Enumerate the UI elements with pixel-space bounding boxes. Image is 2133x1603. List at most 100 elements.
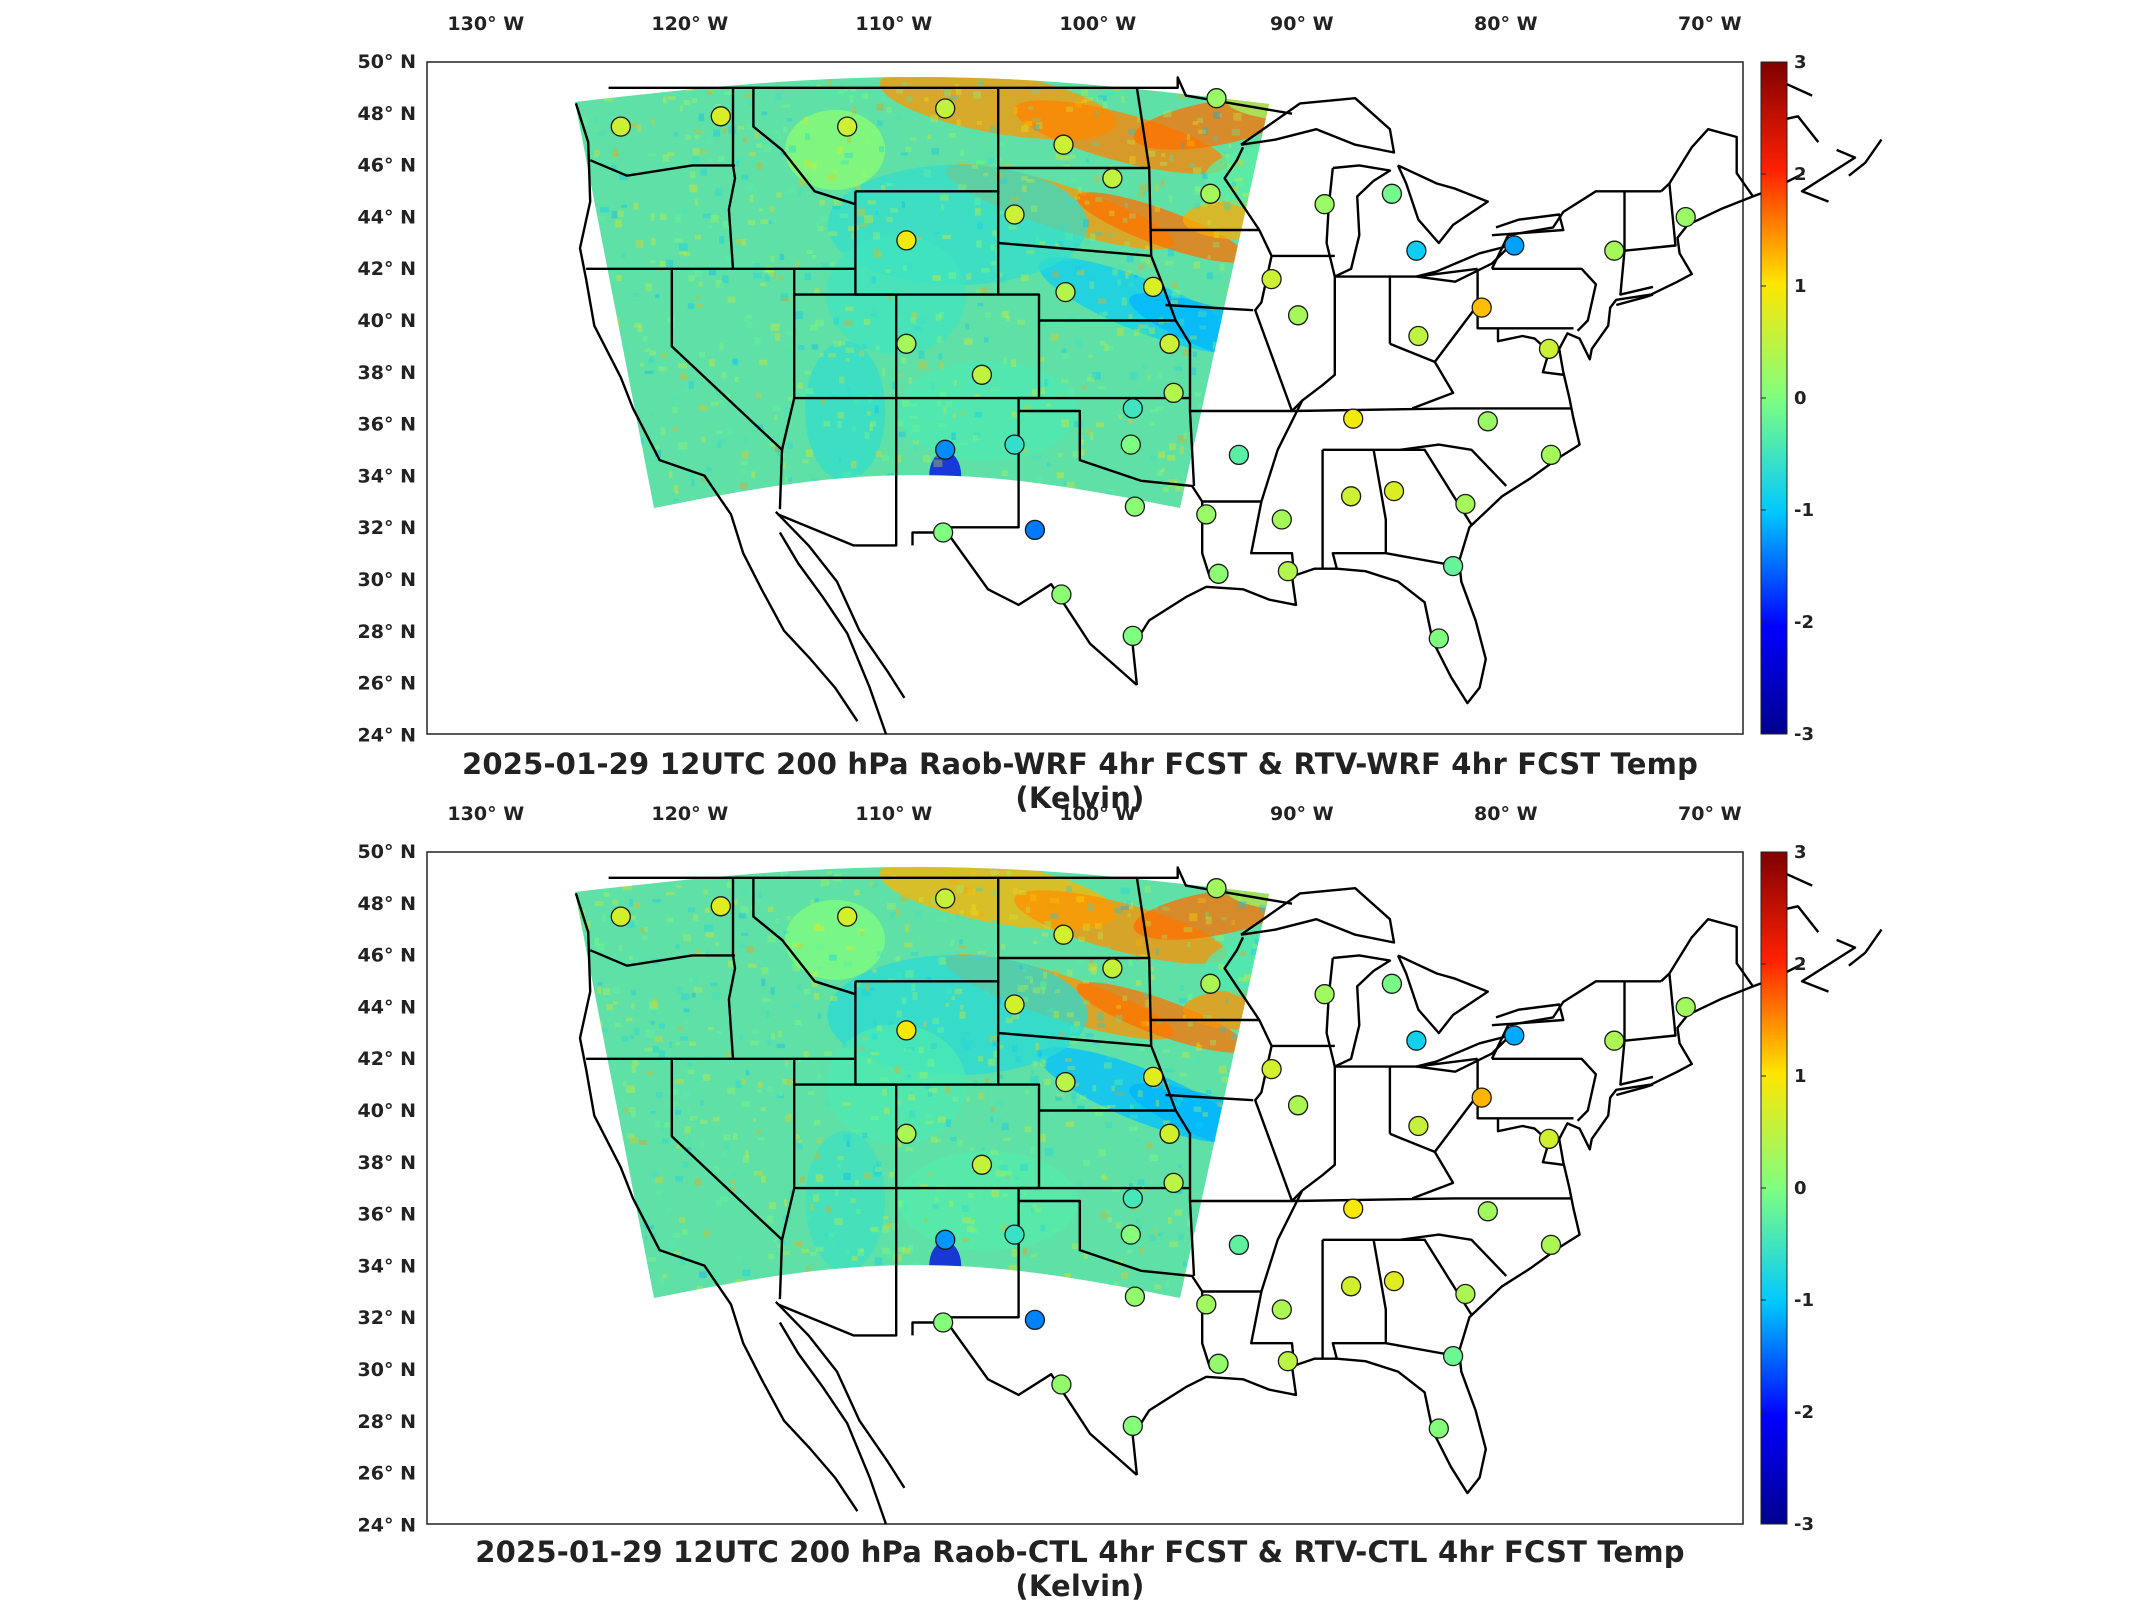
field-speckle <box>734 1133 740 1138</box>
field-speckle <box>644 1235 648 1241</box>
boundary-line <box>1223 936 1304 1364</box>
field-speckle <box>1052 271 1059 278</box>
field-speckle <box>827 871 832 876</box>
field-speckle <box>961 1037 966 1046</box>
field-speckle <box>872 232 880 240</box>
field-speckle <box>1034 124 1040 131</box>
field-speckle <box>889 1171 894 1178</box>
boundary-line <box>774 510 906 699</box>
boundary-line <box>1165 303 1254 312</box>
field-speckle <box>777 450 781 456</box>
field-speckle <box>895 1100 901 1105</box>
field-speckle <box>923 1144 932 1149</box>
field-speckle <box>935 231 939 235</box>
raob-station-marker <box>1675 996 1696 1018</box>
field-speckle <box>631 1066 636 1073</box>
field-speckle <box>1021 125 1029 133</box>
raob-station-marker <box>1314 194 1335 215</box>
field-speckle <box>1101 1105 1110 1111</box>
field-speckle <box>903 265 907 271</box>
field-speckle <box>1041 987 1045 994</box>
field-speckle <box>874 405 879 414</box>
field-speckle <box>727 881 734 889</box>
field-speckle <box>882 1247 890 1254</box>
field-speckle <box>764 274 771 282</box>
field-speckle <box>1003 163 1012 170</box>
field-speckle <box>692 148 700 155</box>
field-speckle <box>785 331 795 336</box>
latitude-label: 24° N <box>358 724 416 746</box>
field-speckle <box>859 1046 865 1051</box>
field-speckle <box>1065 1121 1074 1127</box>
map-panel-wrf: 130° W 120° W 110° W 100° W 90° W 80° W 70° W … <box>0 0 2133 815</box>
field-speckle <box>637 324 643 332</box>
field-speckle <box>672 407 678 414</box>
field-speckle <box>951 432 956 440</box>
field-speckle <box>910 951 918 956</box>
field-speckle <box>1024 1126 1032 1133</box>
field-speckle <box>872 306 878 313</box>
field-speckle <box>668 471 673 478</box>
field-speckle <box>675 1041 680 1046</box>
field-speckle <box>781 463 786 469</box>
boundary-line <box>1783 871 1813 887</box>
field-speckle <box>1196 1044 1203 1051</box>
latitude-label: 38° N <box>358 1152 416 1174</box>
field-speckle <box>935 313 942 321</box>
raob-station-marker <box>1055 281 1076 303</box>
field-speckle <box>1206 272 1213 280</box>
field-speckle <box>1197 404 1207 409</box>
field-speckle <box>978 1093 985 1100</box>
boundary-line <box>1496 328 1564 376</box>
field-speckle <box>918 897 924 902</box>
field-speckle <box>1237 181 1243 186</box>
field-speckle <box>901 201 905 208</box>
field-speckle <box>770 987 775 995</box>
field-speckle <box>678 441 688 450</box>
field-speckle <box>1144 885 1151 893</box>
field-speckle <box>1050 898 1059 903</box>
field-speckle <box>1120 887 1130 895</box>
field-speckle <box>1169 1241 1178 1247</box>
longitude-label: 130° W <box>447 13 524 35</box>
field-speckle <box>1139 255 1146 263</box>
field-speckle <box>706 138 713 144</box>
field-speckle <box>820 878 830 887</box>
field-speckle <box>963 338 973 345</box>
field-speckle <box>1158 1232 1163 1237</box>
field-speckle <box>1066 482 1075 490</box>
field-speckle <box>682 1161 689 1168</box>
boundary-line <box>1331 1239 1387 1359</box>
field-speckle <box>806 1265 811 1273</box>
field-speckle <box>907 1244 913 1252</box>
field-speckle <box>756 143 763 148</box>
field-speckle <box>896 1010 902 1018</box>
field-speckle <box>756 162 763 170</box>
field-speckle <box>681 1229 688 1235</box>
field-speckle <box>1193 261 1201 269</box>
field-speckle <box>1040 1224 1045 1232</box>
field-speckle <box>783 1199 788 1207</box>
raob-station-marker <box>1604 240 1625 261</box>
field-speckle <box>768 1253 775 1260</box>
field-speckle <box>850 1198 856 1203</box>
raob-station-marker <box>1383 480 1405 502</box>
boundary-line <box>670 1058 784 1300</box>
field-speckle <box>1091 142 1101 146</box>
field-speckle <box>740 483 748 489</box>
boundary-line <box>1018 1199 1212 1370</box>
latitude-label: 28° N <box>358 1411 416 1433</box>
field-speckle <box>678 363 687 369</box>
field-speckle <box>747 314 752 319</box>
field-speckle <box>694 1076 700 1084</box>
raob-station-marker <box>1102 168 1123 189</box>
field-speckle <box>683 934 692 942</box>
field-speckle <box>855 1112 865 1117</box>
field-speckle <box>685 135 692 140</box>
field-speckle <box>757 1137 765 1141</box>
field-speckle <box>837 1156 844 1161</box>
field-speckle <box>1023 1191 1027 1196</box>
field-speckle <box>897 1200 903 1207</box>
field-speckle <box>708 225 713 229</box>
